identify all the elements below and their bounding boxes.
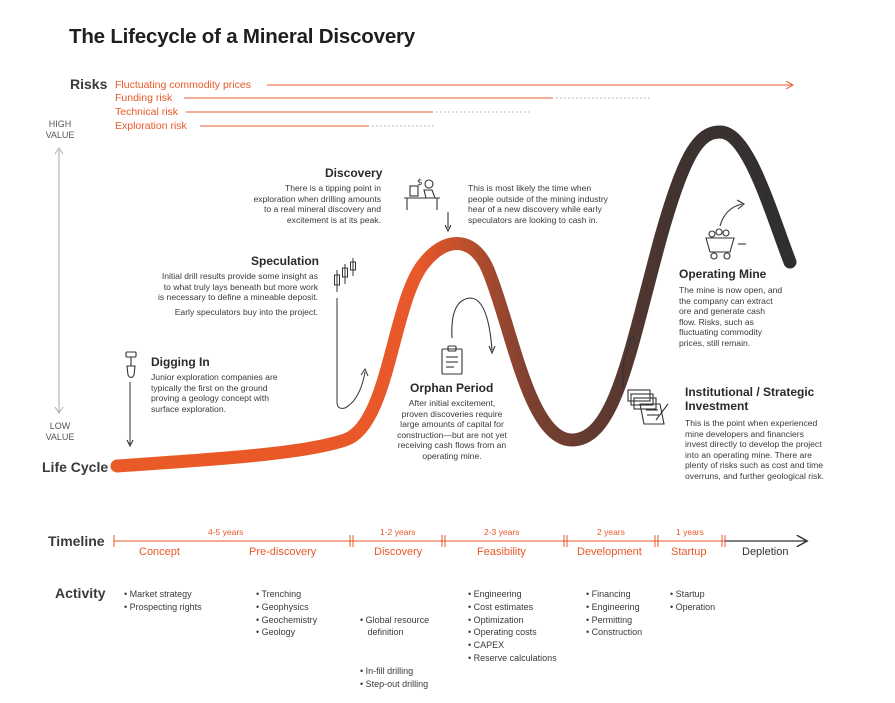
speculation-text: Initial drill results provide some insig… <box>157 271 318 317</box>
low-value-label: LOW VALUE <box>45 421 75 442</box>
digging-in-title: Digging In <box>151 355 210 369</box>
phase-development: Development <box>577 546 642 558</box>
phase-depletion: Depletion <box>742 546 789 558</box>
mine-cart-icon <box>705 199 746 260</box>
lifecycle-curve <box>110 125 797 473</box>
operating-mine-title: Operating Mine <box>679 267 767 281</box>
activity-development: • Financing • Engineering • Permitting • C… <box>586 589 643 638</box>
risk-technical: Technical risk <box>115 106 179 118</box>
svg-text:$: $ <box>417 178 423 188</box>
activity-startup: • Startup • Operation <box>670 589 716 612</box>
clipboard-icon <box>441 297 496 375</box>
activity-label: Activity <box>55 585 106 601</box>
activity-pre-discovery: • Trenching • Geophysics • Geochemistry • … <box>256 589 318 638</box>
duration-1-years: 1 years <box>676 527 704 537</box>
duration-1-2-years: 1-2 years <box>380 527 416 537</box>
diagram-graphics: $ <box>54 0 895 547</box>
discovery-title: Discovery <box>325 166 383 180</box>
candlestick-chart-icon <box>334 258 369 409</box>
discovery-text: There is a tipping point in exploration w… <box>253 183 381 225</box>
activity-discovery: • Global resource definition • In-fill d… <box>360 614 430 689</box>
risk-funding: Funding risk <box>115 92 173 104</box>
timeline-label: Timeline <box>48 533 105 549</box>
timeline-axis <box>113 535 806 547</box>
page-title: The Lifecycle of a Mineral Discovery <box>69 25 415 48</box>
institutional-title: Institutional / Strategic Investment <box>685 385 815 413</box>
risk-lines <box>184 85 792 127</box>
phase-discovery: Discovery <box>374 546 423 558</box>
phase-concept: Concept <box>139 546 180 558</box>
operating-mine-text: The mine is now open, and the company can… <box>679 285 783 348</box>
orphan-period-title: Orphan Period <box>410 381 494 395</box>
shovel-icon <box>125 351 137 448</box>
phase-feasibility: Feasibility <box>477 546 526 558</box>
phase-pre-discovery: Pre-discovery <box>249 546 317 558</box>
risk-exploration: Exploration risk <box>115 120 187 132</box>
speculation-title: Speculation <box>251 254 320 268</box>
orphan-period-text: After initial excitement, proven discover… <box>397 398 507 461</box>
life-cycle-label: Life Cycle <box>42 459 109 475</box>
value-axis <box>54 147 64 414</box>
risk-commodity-prices: Fluctuating commodity prices <box>115 79 251 91</box>
discovery-text-right: This is most likely the time when people … <box>468 183 608 225</box>
duration-2-years: 2 years <box>597 527 625 537</box>
high-value-label: HIGH VALUE <box>45 119 75 140</box>
risks-label: Risks <box>70 76 108 92</box>
person-desk-icon: $ <box>404 178 452 233</box>
digging-in-text: Junior exploration companies are typicall… <box>151 372 278 414</box>
activity-feasibility: • Engineering • Cost estimates • Optimiza… <box>468 589 557 663</box>
institutional-text: This is the point when experienced mine d… <box>685 418 825 481</box>
phase-startup: Startup <box>671 546 707 558</box>
activity-concept: • Market strategy • Prospecting rights <box>124 589 202 612</box>
duration-2-3-years: 2-3 years <box>484 527 520 537</box>
duration-4-5-years: 4-5 years <box>208 527 244 537</box>
money-document-icon <box>622 334 669 425</box>
